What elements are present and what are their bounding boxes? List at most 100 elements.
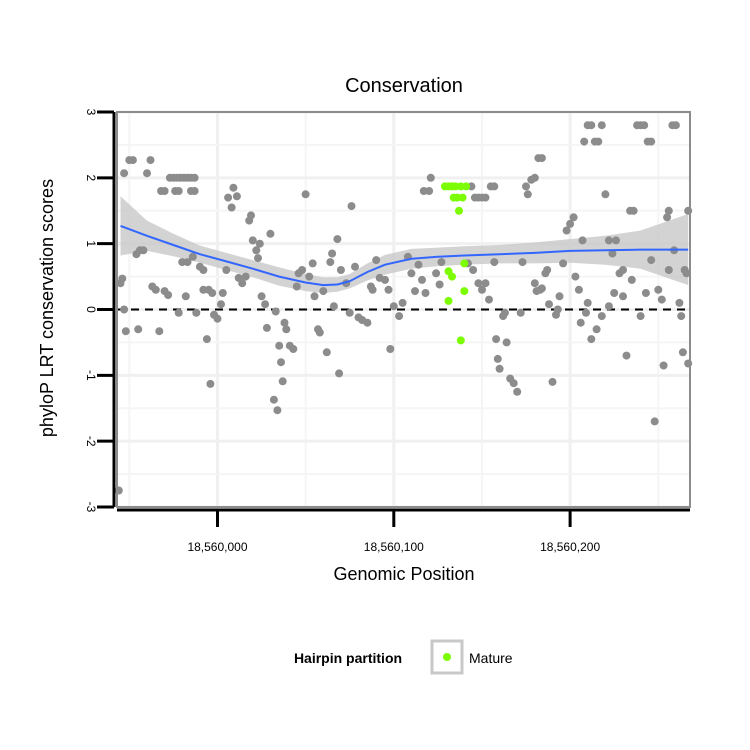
data-point — [384, 285, 393, 294]
data-point — [217, 300, 225, 309]
data-point — [322, 348, 331, 357]
data-point — [261, 300, 270, 309]
data-point — [202, 335, 211, 344]
data-point — [604, 302, 613, 311]
data-point — [319, 287, 328, 296]
data-point — [301, 190, 310, 199]
data-point — [224, 193, 233, 202]
data-point-mature — [444, 296, 453, 305]
data-point — [597, 312, 606, 321]
data-point — [333, 235, 342, 244]
data-point — [305, 272, 314, 281]
data-point — [146, 156, 155, 165]
data-point — [418, 275, 426, 284]
data-point — [559, 259, 568, 268]
data-point-mature — [458, 193, 467, 202]
data-point — [183, 258, 192, 267]
confidence-band — [120, 196, 689, 293]
confidence-band-layer — [120, 196, 689, 293]
data-point-mature — [460, 287, 469, 296]
data-point — [469, 266, 478, 274]
data-point — [619, 292, 627, 301]
data-point — [682, 269, 691, 278]
data-point — [478, 285, 486, 294]
y-tick-label: -1 — [84, 370, 98, 381]
data-point — [222, 266, 231, 274]
data-point — [335, 369, 344, 378]
data-point — [232, 192, 241, 201]
data-point — [537, 284, 546, 293]
data-point — [282, 325, 291, 334]
data-point — [411, 287, 419, 296]
data-point — [583, 298, 592, 307]
data-point — [474, 279, 483, 288]
data-point — [627, 275, 636, 284]
data-point — [543, 266, 552, 274]
data-point — [372, 256, 381, 265]
data-point — [594, 137, 603, 146]
data-point — [629, 206, 638, 215]
data-point — [569, 213, 578, 222]
data-point — [426, 173, 435, 182]
legend-label-mature: Mature — [469, 650, 513, 666]
data-point — [262, 323, 271, 332]
data-point — [345, 308, 354, 317]
data-point — [381, 275, 389, 284]
data-point — [278, 377, 287, 386]
data-point — [571, 272, 580, 281]
loess-smooth-line — [120, 224, 689, 287]
data-point — [328, 249, 337, 258]
data-point — [128, 156, 137, 165]
data-point — [190, 173, 199, 182]
data-point — [640, 121, 649, 130]
y-tick-label: 1 — [84, 240, 98, 247]
y-tick-label: 2 — [84, 174, 98, 181]
data-point — [273, 406, 282, 415]
data-point — [490, 182, 499, 191]
data-point — [292, 282, 301, 291]
data-point — [315, 328, 324, 337]
data-point — [181, 292, 190, 301]
data-point — [555, 292, 564, 301]
data-point — [530, 173, 539, 182]
data-point — [247, 211, 255, 220]
data-point — [308, 259, 317, 268]
data-point — [395, 312, 404, 321]
data-point — [675, 298, 684, 307]
data-point — [562, 226, 571, 235]
data-point-mature — [462, 182, 471, 191]
data-point — [500, 308, 509, 317]
data-point — [592, 325, 601, 334]
data-point — [121, 327, 130, 336]
data-point — [241, 272, 250, 281]
data-point — [199, 266, 208, 274]
data-point — [269, 395, 278, 404]
data-point — [248, 236, 257, 245]
data-point — [659, 361, 668, 370]
x-tick-label: 18,560,100 — [364, 540, 424, 554]
y-tick-label: 3 — [84, 109, 98, 116]
data-point — [522, 182, 530, 191]
data-point — [407, 269, 416, 278]
data-point — [329, 302, 338, 311]
data-point — [192, 308, 201, 317]
axes-layer: -3 -2 -1 0 1 2 3 18,560,000 18,560,100 18,560,200 — [84, 109, 690, 554]
data-point — [139, 246, 148, 255]
data-point — [254, 254, 262, 263]
data-point — [481, 193, 490, 202]
data-point-mature — [448, 272, 456, 281]
data-point — [437, 258, 446, 267]
data-point — [310, 292, 319, 301]
data-point — [485, 295, 493, 304]
data-point — [257, 292, 266, 301]
y-tick-label: -2 — [84, 436, 98, 447]
data-point — [255, 239, 264, 248]
x-tick-label: 18,560,200 — [540, 540, 600, 554]
data-point — [576, 318, 585, 327]
data-point — [414, 260, 423, 269]
data-point — [545, 300, 553, 309]
data-point — [174, 308, 183, 317]
data-point — [298, 266, 307, 274]
data-point — [151, 285, 160, 294]
